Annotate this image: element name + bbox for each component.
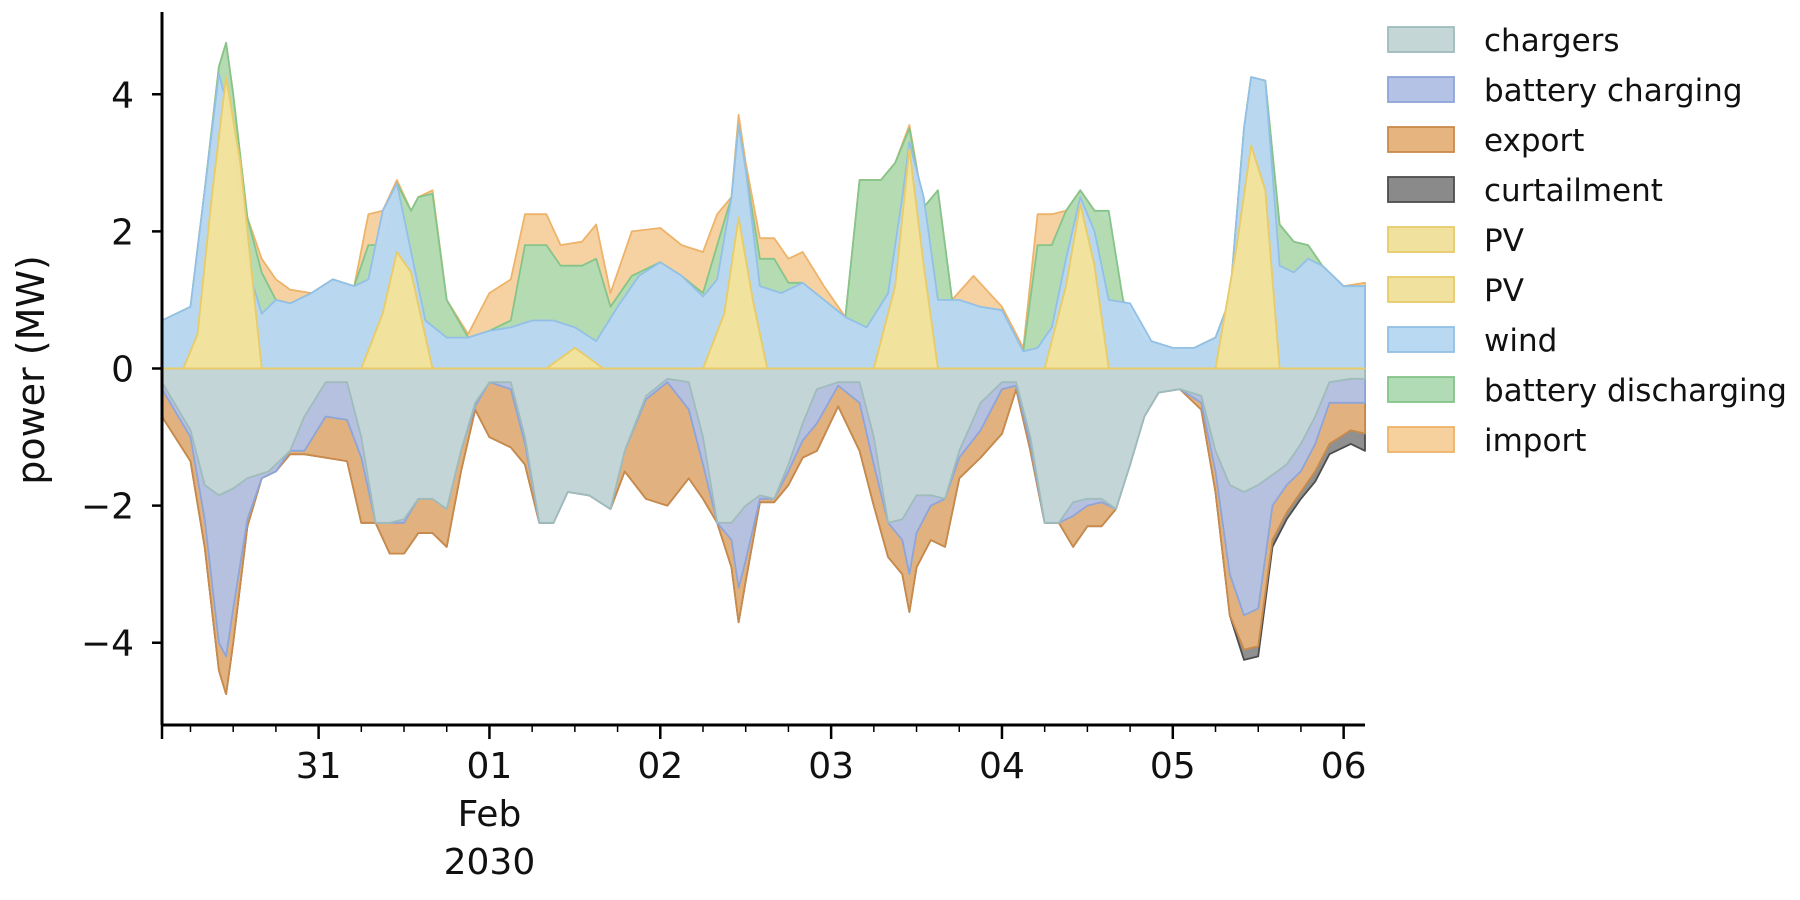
- legend-label-battery-discharging-7: battery discharging: [1484, 373, 1787, 409]
- legend-swatch-pv-4: [1387, 226, 1455, 253]
- area-series-group: [161, 42, 1366, 695]
- x-tick-label-2: 02: [637, 746, 683, 787]
- y-tick-label-2: 0: [111, 350, 134, 391]
- x-tick-label-5: 05: [1150, 746, 1196, 787]
- legend-label-pv-4: PV: [1484, 223, 1524, 259]
- x-tick-label-6: 06: [1321, 746, 1367, 787]
- legend-label-export-2: export: [1484, 123, 1584, 159]
- area-chargers-0: [161, 367, 1366, 524]
- legend-swatch-pv-5: [1387, 276, 1455, 303]
- legend-swatch-export-2: [1387, 126, 1455, 153]
- legend-swatch-wind-6: [1387, 326, 1455, 353]
- legend-label-battery-charging-1: battery charging: [1484, 73, 1743, 109]
- x-tick-label-3: 03: [808, 746, 854, 787]
- x-tick-sublabel-1-0: Feb: [458, 794, 522, 835]
- y-tick-label-0: −4: [81, 624, 134, 665]
- y-tick-label-1: −2: [81, 487, 134, 528]
- legend-swatch-chargers-0: [1387, 26, 1455, 53]
- legend-label-chargers-0: chargers: [1484, 23, 1620, 59]
- x-tick-label-0: 31: [296, 746, 342, 787]
- y-tick-label-3: 2: [111, 212, 134, 253]
- legend: chargers battery charging export curtailmen…: [1387, 23, 1787, 459]
- legend-label-wind-6: wind: [1484, 323, 1557, 359]
- legend-swatch-battery-discharging-7: [1387, 376, 1455, 403]
- legend-label-pv-5: PV: [1484, 273, 1524, 309]
- x-tick-label-4: 04: [979, 746, 1025, 787]
- area-wind-6: [161, 72, 1366, 370]
- legend-swatch-import-8: [1387, 426, 1455, 453]
- x-tick-sublabel-1-1: 2030: [444, 842, 536, 883]
- legend-label-curtailment-3: curtailment: [1484, 173, 1663, 209]
- legend-swatch-battery-charging-1: [1387, 76, 1455, 103]
- y-tick-label-4: 4: [111, 75, 134, 116]
- x-tick-label-1: 01: [467, 746, 513, 787]
- legend-swatch-curtailment-3: [1387, 176, 1455, 203]
- legend-label-import-8: import: [1484, 423, 1586, 459]
- y-axis-title: power (MW): [9, 255, 53, 485]
